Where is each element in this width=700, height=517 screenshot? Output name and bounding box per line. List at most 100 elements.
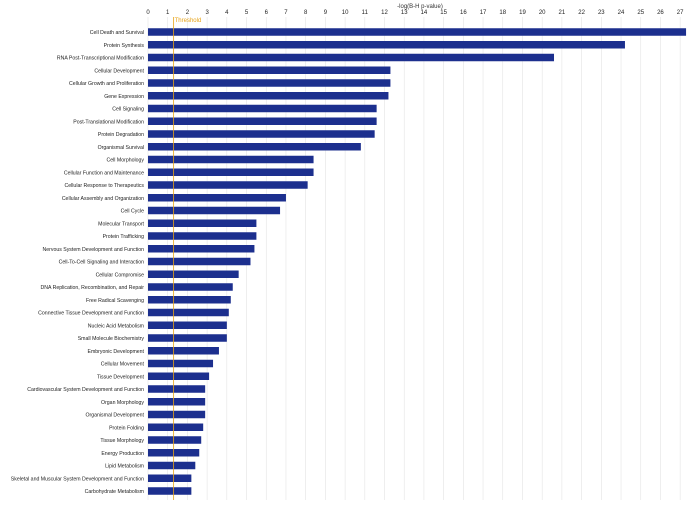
category-label: Post-Translational Modification: [73, 119, 144, 125]
bar: [148, 66, 391, 74]
bar: [148, 79, 391, 87]
bar: [148, 104, 377, 113]
bar: [148, 181, 308, 189]
x-tick-label: 0: [146, 10, 150, 16]
bar: [148, 461, 196, 470]
x-tick-label: 12: [381, 10, 388, 16]
category-label: Organ Morphology: [101, 400, 144, 406]
category-label: Protein Trafficking: [103, 234, 145, 240]
bar: [148, 28, 687, 36]
threshold-label: Threshold: [175, 18, 202, 24]
bar: [148, 423, 204, 431]
x-tick-label: 21: [559, 10, 566, 16]
bar: [148, 143, 361, 151]
bar: [148, 92, 389, 100]
category-label: RNA Post-Transcriptional Modification: [57, 56, 144, 62]
category-label: Embryonic Development: [87, 349, 144, 355]
category-label: Organismal Survival: [98, 145, 144, 151]
x-tick-label: 8: [304, 10, 308, 16]
bar: [148, 308, 229, 317]
category-label: Cellular Growth and Proliferation: [69, 81, 144, 87]
category-label: Protein Degradation: [98, 132, 144, 138]
threshold: Threshold: [173, 17, 202, 500]
bars: [148, 28, 687, 495]
category-label: Cellular Function and Maintenance: [64, 170, 144, 176]
category-labels: Cell Death and Survival Protein Synthesis…: [11, 30, 145, 495]
x-tick-label: 18: [499, 10, 506, 16]
x-tick-label: 25: [637, 10, 644, 16]
x-tick-label: 3: [205, 10, 209, 16]
x-tick-label: 22: [578, 10, 585, 16]
category-label: Cell Signaling: [112, 107, 144, 113]
bar: [148, 155, 314, 164]
category-label: Cell Morphology: [107, 158, 145, 164]
bar: [148, 194, 286, 202]
x-tick-label: 4: [225, 10, 229, 16]
category-label: Cardiovascular System Development and Fu…: [27, 387, 144, 393]
bar: [148, 359, 214, 368]
bar: [148, 232, 257, 240]
bar: [148, 257, 251, 266]
category-label: Cellular Assembly and Organization: [62, 196, 144, 202]
x-tick-label: 9: [324, 10, 328, 16]
x-tick-label: 2: [186, 10, 190, 16]
x-axis-label: -log(B-H p-value): [397, 4, 443, 10]
category-label: Cell Cycle: [121, 209, 144, 215]
x-tick-label: 7: [284, 10, 288, 16]
category-label: Tissue Development: [97, 374, 145, 380]
category-label: Organismal Development: [85, 413, 144, 419]
category-label: DNA Replication, Recombination, and Repa…: [40, 285, 144, 291]
bar: [148, 41, 625, 49]
x-tick-label: 5: [245, 10, 249, 16]
bar: [148, 334, 227, 342]
bar: [148, 130, 375, 138]
x-tick-label: 1: [166, 10, 170, 16]
category-label: Nucleic Acid Metabolism: [88, 323, 144, 329]
category-label: Skeletal and Muscular System Development…: [11, 476, 144, 482]
category-label: Molecular Transport: [98, 221, 144, 227]
x-tick-label: 15: [440, 10, 447, 16]
category-label: Cell Death and Survival: [90, 30, 144, 36]
category-label: Protein Folding: [109, 425, 144, 431]
category-label: Cell-To-Cell Signaling and Interaction: [59, 260, 144, 266]
category-label: Nervous System Development and Function: [43, 247, 145, 253]
bar: [148, 372, 210, 380]
x-tick-label: 6: [265, 10, 269, 16]
bar: [148, 347, 219, 355]
bar: [148, 436, 202, 444]
bar: [148, 410, 206, 419]
bar: [148, 245, 255, 253]
x-axis-ticks: 0 1 2 3 4 5 6 7 8 9 10 11 12 13 14 15 16 17 18 19 20 21 22 23 24…: [146, 10, 684, 16]
bar: [148, 206, 281, 215]
x-tick-label: 23: [598, 10, 605, 16]
category-label: Gene Expression: [104, 94, 144, 100]
category-label: Tissue Morphology: [100, 438, 144, 444]
x-tick-label: 19: [519, 10, 526, 16]
x-tick-label: 16: [460, 10, 467, 16]
category-label: Carbohydrate Metabolism: [85, 489, 144, 495]
x-tick-label: 14: [421, 10, 428, 16]
bar: [148, 385, 206, 393]
category-label: Small Molecule Biochemistry: [78, 336, 145, 342]
bar: [148, 398, 206, 406]
category-label: Free Radical Scavenging: [86, 298, 144, 304]
x-tick-label: 24: [618, 10, 625, 16]
x-tick-label: 27: [677, 10, 684, 16]
x-tick-label: 13: [401, 10, 408, 16]
bar: [148, 117, 377, 125]
bar: [148, 270, 239, 278]
category-label: Cellular Development: [94, 68, 144, 74]
category-label: Energy Production: [101, 451, 144, 457]
category-label: Protein Synthesis: [104, 43, 145, 49]
bar: [148, 321, 227, 329]
category-label: Cellular Movement: [101, 362, 145, 368]
bar: [148, 168, 314, 176]
bar: [148, 219, 257, 227]
category-label: Connective Tissue Development and Functi…: [38, 311, 144, 317]
bar: [148, 53, 555, 62]
x-tick-label: 20: [539, 10, 546, 16]
category-label: Cellular Response to Therapeutics: [65, 183, 145, 189]
bar: [148, 296, 231, 304]
